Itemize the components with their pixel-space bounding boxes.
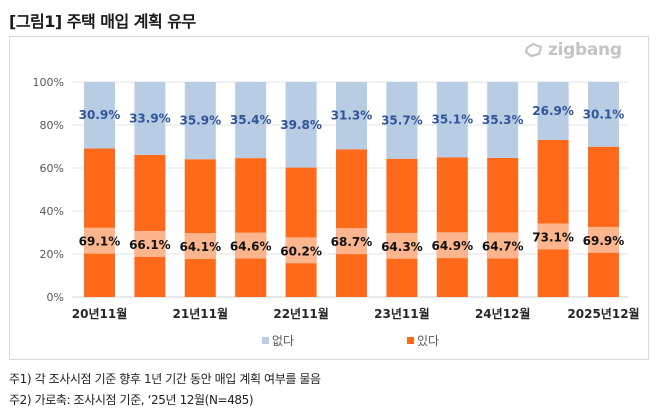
x-tick-label: 20년11월 — [72, 306, 127, 321]
data-label-no: 30.1% — [583, 107, 625, 121]
data-label-bg — [588, 226, 619, 253]
y-tick-label: 20% — [40, 248, 64, 261]
data-label-no: 35.9% — [179, 114, 221, 128]
bar-yes — [588, 146, 619, 297]
bar-no — [184, 82, 216, 160]
data-label-yes: 66.1% — [129, 238, 171, 252]
bar-yes — [336, 149, 367, 297]
bar-no — [134, 82, 166, 155]
y-tick-label: 80% — [40, 119, 64, 132]
data-label-no: 39.8% — [280, 118, 322, 132]
bar-yes — [436, 157, 468, 297]
bar-yes — [285, 167, 317, 297]
data-label-no: 35.4% — [230, 113, 272, 127]
data-label-no: 35.7% — [381, 113, 423, 127]
bar-no — [436, 82, 468, 158]
bar-no — [386, 82, 418, 159]
zigbang-logo-icon — [524, 42, 543, 58]
data-label-no: 30.9% — [79, 108, 121, 122]
data-label-yes: 69.9% — [583, 234, 625, 248]
data-label-yes: 73.1% — [532, 230, 574, 244]
footnote-2: 주2) 가로축: 조사시점 기준, ‘25년 12월(N=485) — [9, 393, 254, 407]
data-label-bg — [84, 227, 115, 254]
data-label-bg — [134, 230, 166, 257]
legend-label: 없다 — [272, 334, 294, 348]
data-label-no: 31.3% — [331, 109, 373, 123]
data-label-no: 35.3% — [482, 113, 524, 127]
x-tick-label: 22년11월 — [273, 306, 328, 321]
bar-yes — [487, 157, 519, 297]
data-label-yes: 60.2% — [280, 244, 322, 258]
bar-no — [487, 82, 519, 158]
bar-no — [537, 82, 569, 140]
bar-no — [84, 82, 115, 149]
data-label-no: 33.9% — [129, 111, 171, 125]
bar-no — [285, 82, 317, 168]
legend-swatch — [262, 337, 269, 344]
data-label-bg — [537, 223, 569, 250]
y-tick-label: 40% — [40, 205, 64, 218]
data-label-yes: 64.7% — [482, 239, 524, 253]
data-label-bg — [285, 237, 317, 264]
legend-label: 있다 — [417, 334, 439, 348]
data-label-yes: 69.1% — [79, 235, 121, 249]
x-tick-label: 24년12월 — [475, 306, 530, 321]
y-tick-label: 0% — [47, 291, 64, 304]
data-label-no: 35.1% — [431, 113, 473, 127]
bar-no — [235, 82, 267, 159]
bar-no — [588, 82, 619, 147]
data-label-yes: 68.7% — [331, 235, 373, 249]
data-label-yes: 64.6% — [230, 240, 272, 254]
legend-swatch — [407, 337, 414, 344]
bar-yes — [537, 139, 569, 297]
data-label-yes: 64.3% — [381, 240, 423, 254]
data-label-bg — [336, 228, 367, 255]
data-label-bg — [235, 232, 267, 259]
y-tick-label: 60% — [40, 162, 64, 175]
bar-yes — [235, 158, 267, 297]
chart-svg: 69.1% 30.9% 66.1% 33.9% 64.1% 35.9% 64.6% 35.4%… — [33, 76, 640, 348]
x-tick-label: 23년11월 — [374, 306, 429, 321]
x-tick-label: 21년11월 — [173, 306, 228, 321]
bar-no — [336, 82, 367, 150]
zigbang-logo: zigbang — [524, 40, 622, 60]
bar-yes — [184, 159, 216, 297]
bar-yes — [386, 158, 418, 297]
data-label-yes: 64.9% — [431, 239, 473, 253]
y-tick-label: 100% — [33, 76, 64, 89]
data-label-bg — [386, 232, 418, 259]
chart-panel — [9, 36, 649, 360]
data-label-bg — [436, 232, 468, 259]
chart-title: [그림1] 주택 매입 계획 유무 — [9, 12, 196, 31]
data-label-bg — [487, 232, 519, 259]
footnote-1: 주1) 각 조사시점 기준 향후 1년 기간 동안 매입 계획 여부를 물음 — [9, 372, 321, 386]
data-label-yes: 64.1% — [179, 240, 221, 254]
data-label-no: 26.9% — [532, 104, 574, 118]
x-tick-label: 2025년12월 — [567, 306, 639, 321]
logo-text: zigbang — [548, 40, 622, 60]
bar-yes — [84, 148, 115, 297]
bar-yes — [134, 154, 166, 297]
data-label-bg — [184, 233, 216, 260]
